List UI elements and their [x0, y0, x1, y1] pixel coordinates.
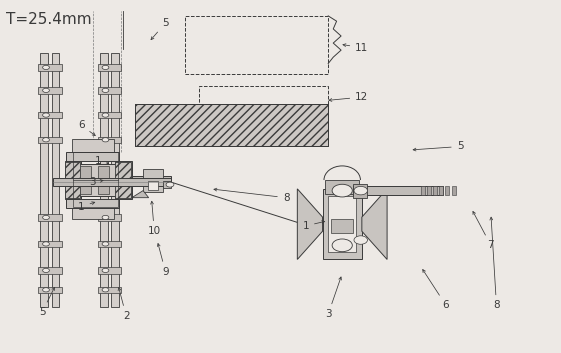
Bar [115, 162, 131, 198]
Bar [66, 152, 119, 161]
Text: 11: 11 [343, 43, 369, 53]
Bar [40, 53, 48, 307]
Circle shape [102, 215, 109, 220]
Bar [53, 178, 171, 186]
Bar [66, 199, 119, 208]
Bar [135, 104, 328, 146]
Bar [421, 186, 425, 195]
Bar [72, 205, 114, 219]
Bar [98, 64, 121, 71]
Text: 1: 1 [78, 202, 95, 211]
Text: 1: 1 [95, 156, 109, 166]
Bar [323, 189, 362, 259]
Text: 9: 9 [158, 244, 169, 277]
Bar [98, 166, 109, 194]
Bar [38, 241, 62, 247]
Circle shape [43, 113, 49, 117]
Bar [80, 166, 91, 194]
Circle shape [43, 288, 49, 292]
Circle shape [102, 88, 109, 92]
Bar [163, 181, 171, 188]
Circle shape [43, 268, 49, 273]
Bar [331, 219, 353, 233]
Text: 6: 6 [423, 270, 449, 310]
Bar [445, 186, 449, 195]
Bar [65, 161, 81, 199]
Bar [72, 164, 119, 196]
Bar [98, 87, 121, 94]
Circle shape [43, 138, 49, 142]
Text: 5: 5 [413, 142, 463, 151]
Text: 3: 3 [89, 177, 103, 187]
Text: 8: 8 [490, 217, 500, 310]
Circle shape [102, 65, 109, 70]
Bar [135, 104, 328, 146]
Circle shape [102, 113, 109, 117]
Bar [115, 161, 132, 199]
Bar [353, 186, 443, 195]
Text: 10: 10 [148, 201, 161, 236]
Bar [65, 162, 80, 198]
Bar [38, 137, 62, 143]
Circle shape [43, 65, 49, 70]
Bar [98, 241, 121, 247]
Circle shape [354, 186, 367, 195]
Text: 5: 5 [39, 287, 54, 317]
Text: 7: 7 [473, 211, 494, 250]
Bar [98, 137, 121, 143]
Circle shape [332, 184, 352, 197]
Bar [38, 87, 62, 94]
Text: 2: 2 [118, 288, 130, 321]
Bar [353, 184, 367, 198]
Bar [98, 112, 121, 118]
Circle shape [102, 288, 109, 292]
Bar [98, 267, 121, 274]
Bar [452, 186, 456, 195]
Polygon shape [132, 191, 149, 198]
Circle shape [43, 215, 49, 220]
Bar [132, 176, 171, 186]
Circle shape [166, 182, 174, 187]
Bar [328, 196, 356, 252]
Polygon shape [297, 189, 323, 259]
Bar [38, 112, 62, 118]
Bar [38, 287, 62, 293]
Bar [325, 180, 359, 194]
Bar [38, 214, 62, 221]
Circle shape [354, 236, 367, 244]
Text: 12: 12 [329, 92, 369, 102]
Bar [439, 186, 443, 195]
Bar [72, 139, 114, 154]
Bar [427, 186, 431, 195]
Text: T=25.4mm: T=25.4mm [6, 12, 91, 27]
Circle shape [43, 242, 49, 246]
Bar [199, 86, 328, 104]
Circle shape [102, 268, 109, 273]
Bar [148, 181, 158, 190]
Bar [98, 287, 121, 293]
Circle shape [102, 242, 109, 246]
Bar [111, 53, 119, 307]
Circle shape [332, 239, 352, 252]
Text: 1: 1 [302, 221, 325, 231]
Bar [143, 169, 163, 192]
Polygon shape [362, 189, 387, 259]
Bar [98, 214, 121, 221]
Circle shape [43, 88, 49, 92]
Bar [73, 152, 118, 207]
Bar [38, 267, 62, 274]
Bar [100, 53, 108, 307]
Text: 3: 3 [325, 277, 342, 319]
Circle shape [102, 138, 109, 142]
Bar [433, 186, 437, 195]
Text: 6: 6 [78, 120, 95, 136]
Bar [38, 64, 62, 71]
Text: 8: 8 [214, 188, 289, 203]
Bar [52, 53, 59, 307]
Bar [185, 16, 328, 74]
Text: 5: 5 [151, 18, 169, 40]
